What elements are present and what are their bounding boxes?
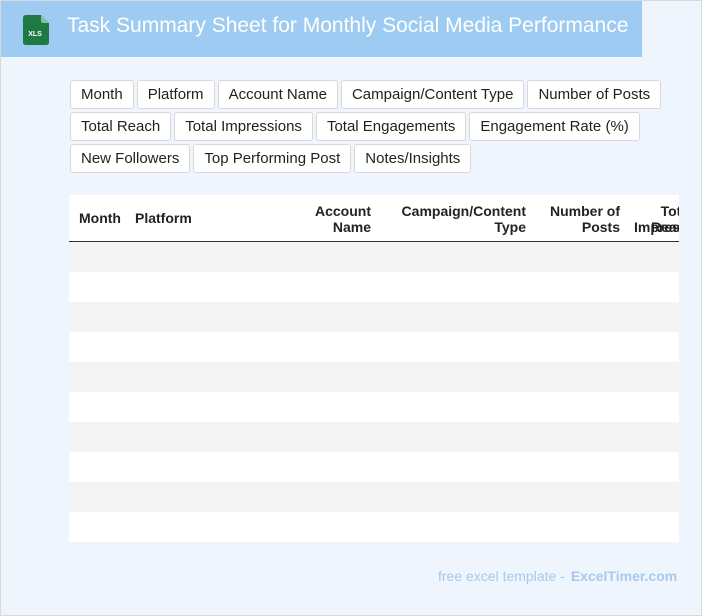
field-tag-new-followers[interactable]: New Followers: [70, 144, 191, 173]
field-tag-account-name[interactable]: Account Name: [217, 80, 338, 109]
column-header-impressions[interactable]: Impres: [634, 219, 679, 235]
field-tag-engagement-rate[interactable]: Engagement Rate (%): [469, 112, 640, 141]
field-tag-total-impressions[interactable]: Total Impressions: [174, 112, 313, 141]
field-tag-top-performing-post[interactable]: Top Performing Post: [193, 144, 352, 173]
footer-text: free excel template -: [438, 568, 565, 584]
excel-file-icon: XLS: [23, 15, 49, 45]
summary-table: Month Platform Account Name Campaign/Con…: [69, 195, 679, 542]
svg-text:XLS: XLS: [28, 31, 42, 38]
field-tag-number-of-posts[interactable]: Number of Posts: [527, 80, 662, 109]
table-row[interactable]: [69, 242, 679, 272]
footer-credit: free excel template - ExcelTimer.com: [438, 568, 677, 584]
table-row[interactable]: [69, 512, 679, 542]
field-tag-row: Month Platform Account Name Campaign/Con…: [70, 80, 670, 109]
column-header-total-reach[interactable]: Total Reach: [650, 203, 679, 235]
table-row[interactable]: [69, 392, 679, 422]
field-tag-notes-insights[interactable]: Notes/Insights: [354, 144, 472, 173]
field-tag-total-engagements[interactable]: Total Engagements: [315, 112, 467, 141]
field-tag-platform[interactable]: Platform: [136, 80, 215, 109]
column-header-month[interactable]: Month: [79, 210, 121, 226]
table-header: Month Platform Account Name Campaign/Con…: [69, 195, 679, 242]
table-row[interactable]: [69, 362, 679, 392]
column-header-account-name[interactable]: Account Name: [315, 203, 371, 235]
page-title: Task Summary Sheet for Monthly Social Me…: [67, 14, 629, 37]
table-row[interactable]: [69, 332, 679, 362]
column-header-campaign-content-type[interactable]: Campaign/Content Type: [401, 203, 526, 235]
field-tag-total-reach[interactable]: Total Reach: [70, 112, 172, 141]
column-header-number-of-posts[interactable]: Number of Posts: [550, 203, 620, 235]
table-row[interactable]: [69, 272, 679, 302]
table-row[interactable]: [69, 482, 679, 512]
field-tag-month[interactable]: Month: [70, 80, 134, 109]
footer-brand-link[interactable]: ExcelTimer.com: [570, 568, 678, 584]
field-tag-row: New Followers Top Performing Post Notes/…: [70, 144, 670, 173]
header-bar: XLS Task Summary Sheet for Monthly Socia…: [1, 1, 642, 57]
field-tag-list: Month Platform Account Name Campaign/Con…: [70, 80, 670, 176]
field-tag-campaign-content-type[interactable]: Campaign/Content Type: [340, 80, 525, 109]
column-header-platform[interactable]: Platform: [135, 210, 192, 226]
table-body: [69, 242, 679, 542]
table-row[interactable]: [69, 422, 679, 452]
table-row[interactable]: [69, 452, 679, 482]
field-tag-row: Total Reach Total Impressions Total Enga…: [70, 112, 670, 141]
table-row[interactable]: [69, 302, 679, 332]
